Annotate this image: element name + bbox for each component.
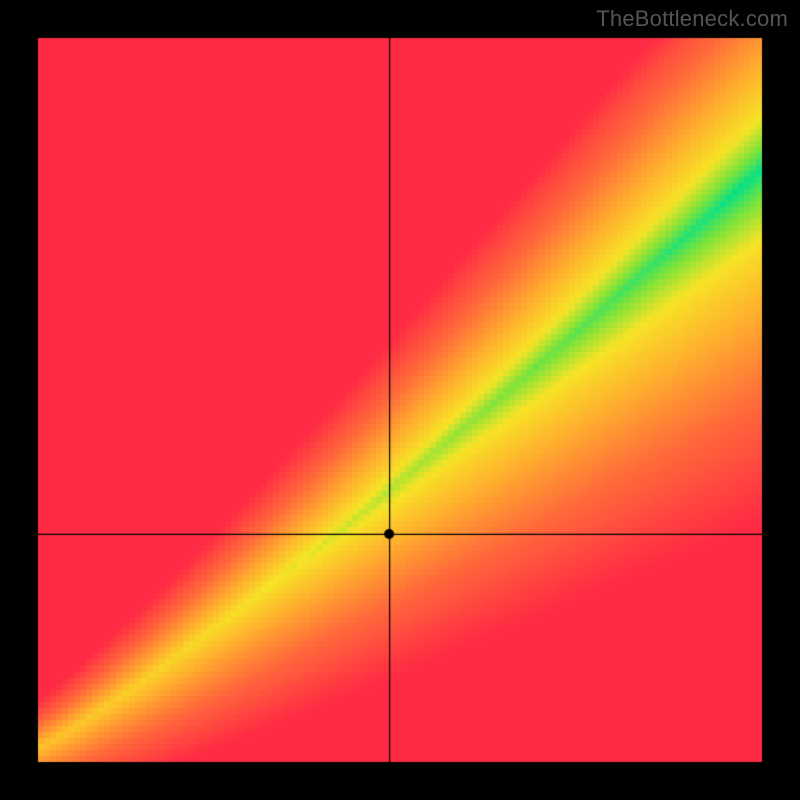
watermark-label: TheBottleneck.com — [596, 6, 788, 32]
chart-container: TheBottleneck.com — [0, 0, 800, 800]
bottleneck-heatmap — [0, 0, 800, 800]
